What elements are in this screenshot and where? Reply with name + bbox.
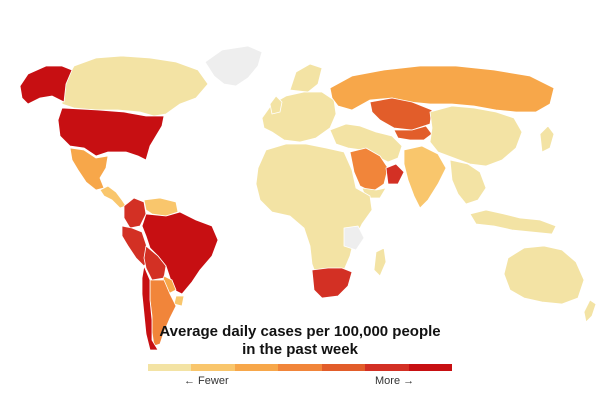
legend-swatch-6 — [365, 364, 409, 371]
region-australia — [503, 245, 585, 305]
legend-swatch-3 — [234, 364, 279, 371]
region-central-america — [99, 185, 127, 209]
region-uruguay — [173, 295, 185, 307]
region-central-asia — [393, 125, 433, 141]
region-russia — [329, 65, 555, 113]
region-madagascar — [373, 247, 387, 277]
legend-swatch-2 — [191, 364, 235, 371]
legend-title-line-1: Average daily cases per 100,000 people — [159, 323, 441, 340]
region-mexico — [69, 147, 109, 191]
region-congo — [343, 225, 365, 251]
region-chile — [141, 265, 159, 351]
region-bolivia — [143, 245, 167, 281]
legend-fewer-label: ← Fewer — [184, 375, 229, 387]
region-united-kingdom — [269, 95, 283, 115]
legend-swatch-7 — [408, 364, 452, 371]
region-africa — [255, 143, 373, 281]
region-brazil — [141, 211, 219, 295]
legend-title-line-2: in the past week — [242, 341, 358, 358]
region-middle-east — [329, 123, 403, 163]
region-japan — [539, 125, 555, 153]
region-scandinavia — [289, 63, 323, 93]
region-kazakhstan — [369, 97, 433, 131]
region-india — [403, 145, 447, 209]
legend-swatch-5 — [321, 364, 366, 371]
region-colombia — [123, 197, 147, 229]
region-greenland — [204, 45, 263, 87]
region-saudi-arabia — [349, 147, 389, 193]
legend-more-label: More → — [375, 375, 415, 387]
region-oman — [385, 163, 405, 185]
region-new-zealand — [583, 299, 597, 323]
region-alaska — [19, 65, 73, 105]
legend-swatch-4 — [278, 364, 322, 371]
region-united-states — [57, 107, 165, 161]
region-china — [429, 105, 523, 167]
region-venezuela — [143, 197, 179, 217]
legend-swatch-1 — [148, 364, 192, 371]
region-south-africa — [311, 267, 353, 299]
region-canada — [61, 55, 209, 117]
region-indonesia — [469, 209, 557, 235]
legend-color-scale — [148, 364, 452, 371]
region-southeast-asia — [449, 159, 487, 205]
